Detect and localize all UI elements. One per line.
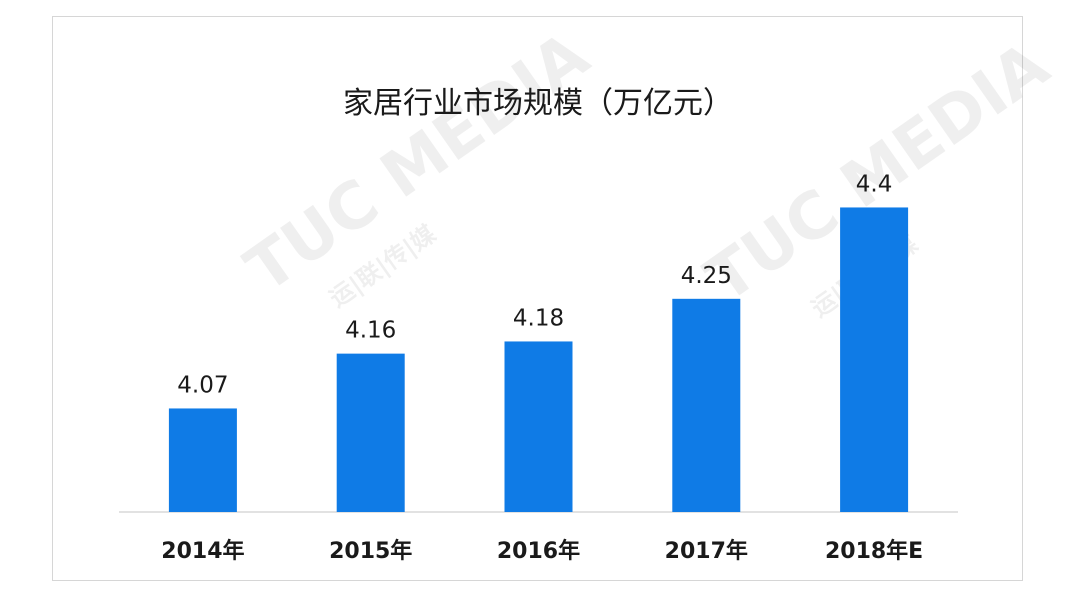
category-label-group: 2014年 2015年 2016年 2017年 2018年E xyxy=(161,538,923,564)
bar-5 xyxy=(840,207,909,513)
value-label-2: 4.16 xyxy=(345,318,396,344)
value-label-3: 4.18 xyxy=(513,305,564,331)
value-label-5: 4.4 xyxy=(856,171,893,197)
category-label-4: 2017年 xyxy=(665,538,748,564)
bar-2 xyxy=(336,353,405,512)
bar-group xyxy=(168,207,909,513)
value-label-1: 4.07 xyxy=(177,372,228,398)
chart-title: 家居行业市场规模（万亿元） xyxy=(343,86,733,121)
bar-3 xyxy=(504,341,573,512)
bar-chart: 家居行业市场规模（万亿元） 4.074.16 4.184.254.4 2014年 2… xyxy=(119,86,958,564)
category-label-5: 2018年E xyxy=(825,538,923,564)
category-label-1: 2014年 xyxy=(161,538,244,564)
chart-frame: TUC MEDIA TUC MEDIA 运|联|传|媒 运|联|传|媒 家居行业… xyxy=(52,16,1062,581)
value-label-group: 4.07 4.16 4.18 4.25 4.4 xyxy=(177,171,892,398)
category-label-2: 2015年 xyxy=(329,538,412,564)
bar-4 xyxy=(672,298,741,512)
category-label-3: 2016年 xyxy=(497,538,580,564)
value-label-4: 4.25 xyxy=(681,263,732,289)
bar-1 xyxy=(168,408,237,512)
